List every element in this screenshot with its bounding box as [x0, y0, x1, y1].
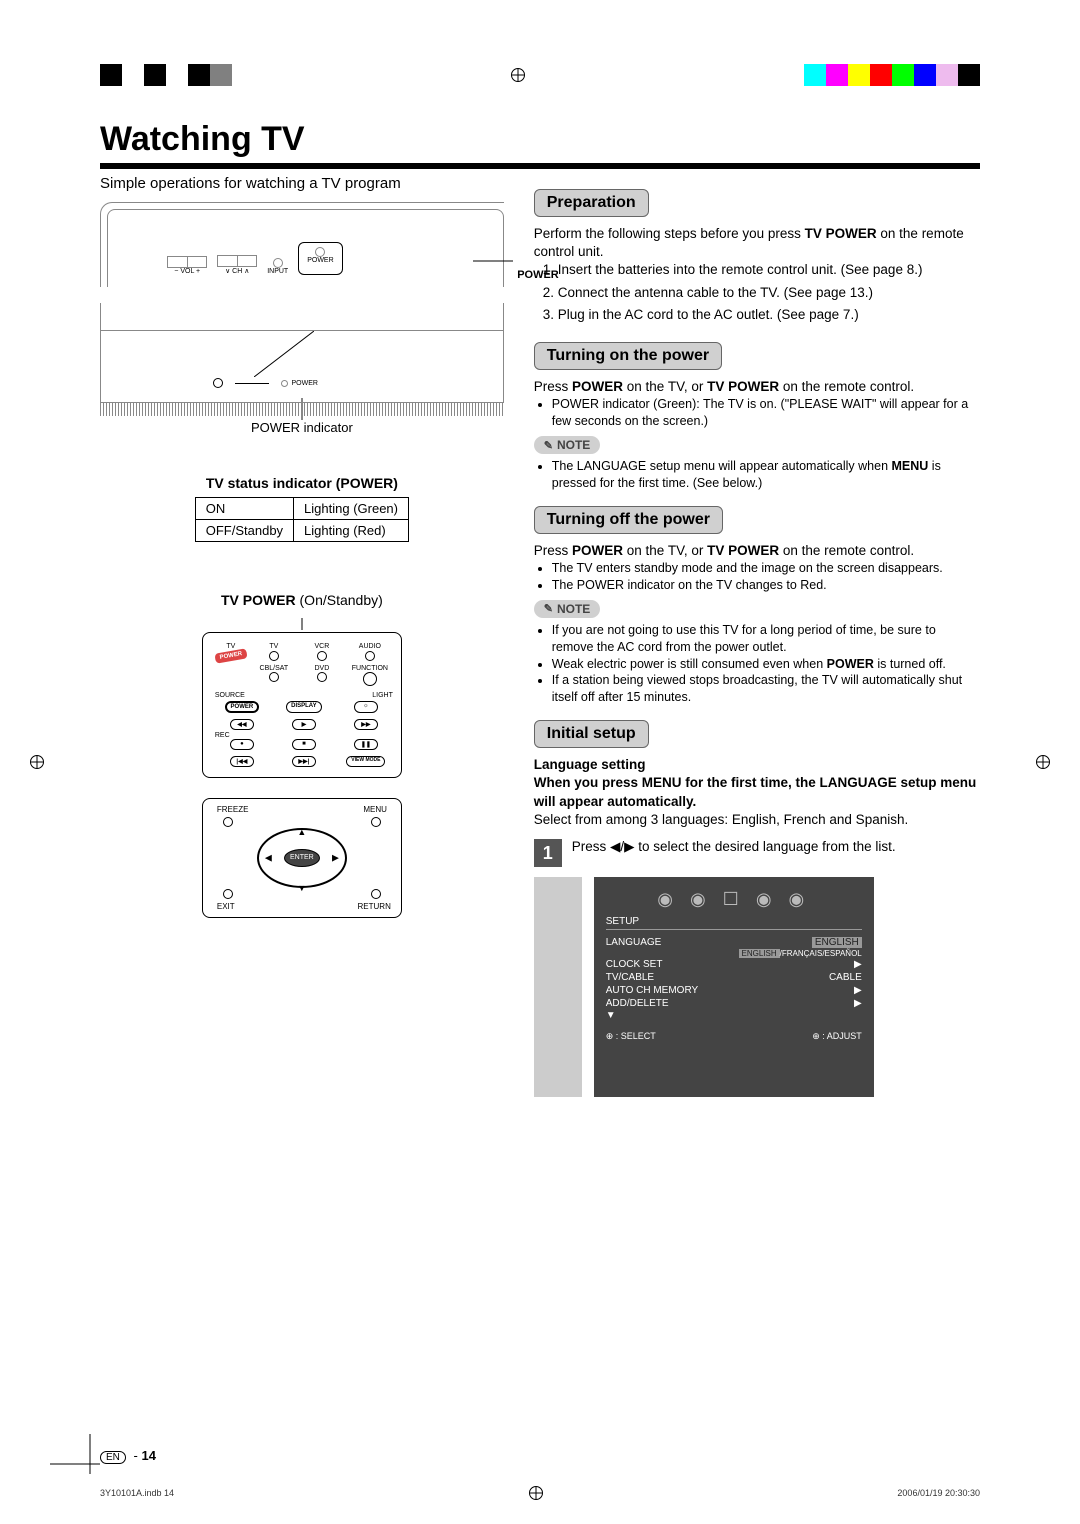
registration-mark-icon	[529, 1486, 543, 1500]
turn-on-bullets: POWER indicator (Green): The TV is on. (…	[534, 396, 980, 430]
remote-btn: ▶▶|	[292, 756, 316, 767]
remote-btn: VIEW MODE	[346, 756, 385, 767]
list-item: The LANGUAGE setup menu will appear auto…	[552, 458, 980, 492]
status-table: ONLighting (Green) OFF/StandbyLighting (…	[195, 497, 409, 542]
turn-off-text: Press POWER on the TV, or TV POWER on th…	[534, 542, 980, 560]
page-title: Watching TV	[100, 120, 980, 159]
osd-setup-menu: ◉ ◉ ☐ ◉ ◉ SETUP LANGUAGEENGLISH ENGLISH/…	[594, 877, 874, 1097]
print-color-bars	[100, 60, 980, 90]
step-text: Press ◀/▶ to select the desired language…	[572, 839, 980, 867]
ch-label: ∨ CH ∧	[225, 268, 249, 275]
initial-setup-desc: Select from among 3 languages: English, …	[534, 811, 980, 829]
power-label-small: POWER	[307, 257, 333, 264]
power-indicator-small-label: POWER	[291, 380, 317, 387]
intro-text: Simple operations for watching a TV prog…	[100, 175, 504, 192]
print-timestamp: 2006/01/19 20:30:30	[897, 1488, 980, 1498]
turn-off-heading: Turning off the power	[534, 506, 723, 534]
turn-off-notes: If you are not going to use this TV for …	[534, 622, 980, 706]
page-footer: EN - 14	[100, 1448, 980, 1464]
turn-on-text: Press POWER on the TV, or TV POWER on th…	[534, 378, 980, 396]
osd-lang-options: ENGLISH/FRANÇAIS/ESPAÑOL	[606, 949, 862, 958]
remote-btn: ❚❚	[354, 739, 378, 750]
note-label: NOTE	[534, 436, 601, 454]
power-callout: POWER	[517, 269, 559, 281]
preparation-steps: Insert the batteries into the remote con…	[534, 261, 980, 324]
list-item: The TV enters standby mode and the image…	[552, 560, 980, 577]
power-indicator-caption: POWER indicator	[100, 420, 504, 435]
list-item: If you are not going to use this TV for …	[552, 622, 980, 656]
remote-btn: ●	[230, 739, 254, 750]
colorbar-right	[782, 64, 980, 86]
print-file: 3Y10101A.indb 14	[100, 1488, 174, 1498]
list-item: The POWER indicator on the TV changes to…	[552, 577, 980, 594]
turn-off-bullets: The TV enters standby mode and the image…	[534, 560, 980, 594]
status-table-title: TV status indicator (POWER)	[100, 475, 504, 491]
tv-top-figure: − VOL + ∨ CH ∧ INPUT POWER POWER	[100, 202, 504, 287]
remote-btn: ☼	[354, 701, 378, 713]
preparation-heading: Preparation	[534, 189, 649, 217]
osd-icon-row: ◉ ◉ ☐ ◉ ◉	[606, 889, 862, 910]
remote-btn: ▶▶	[354, 719, 378, 730]
note-label: NOTE	[534, 600, 601, 618]
initial-setup-sub: Language setting When you press MENU for…	[534, 756, 980, 811]
remote-btn: |◀◀	[230, 756, 254, 767]
list-item: POWER indicator (Green): The TV is on. (…	[552, 396, 980, 430]
remote-btn: ▶	[292, 719, 316, 730]
list-item: If a station being viewed stops broadcas…	[552, 672, 980, 706]
remote-btn: ◀◀	[230, 719, 254, 730]
osd-adjust-hint: ⊕ : ADJUST	[812, 1031, 862, 1042]
initial-setup-heading: Initial setup	[534, 720, 649, 748]
remote-btn: DISPLAY	[286, 701, 321, 713]
indicator-leader-line	[254, 331, 314, 377]
table-row: OFF/StandbyLighting (Red)	[195, 520, 408, 542]
remote-btn: ■	[292, 739, 316, 750]
list-item: Weak electric power is still consumed ev…	[552, 656, 980, 673]
title-rule-thick	[100, 163, 980, 169]
tv-bottom-figure: POWER POWER indicator	[100, 303, 504, 435]
step-1: 1 Press ◀/▶ to select the desired langua…	[534, 839, 980, 867]
crop-mark-icon	[50, 1424, 110, 1484]
remote-btn: POWER	[225, 701, 260, 713]
registration-mark-icon	[30, 755, 44, 769]
remote-title: TV POWER (On/Standby)	[100, 592, 504, 608]
registration-mark-icon	[511, 68, 525, 82]
turn-on-note: The LANGUAGE setup menu will appear auto…	[534, 458, 980, 492]
list-item: Plug in the AC cord to the AC outlet. (S…	[558, 306, 980, 324]
step-number: 1	[534, 839, 562, 867]
list-item: Connect the antenna cable to the TV. (Se…	[558, 284, 980, 302]
print-info: 3Y10101A.indb 14 2006/01/19 20:30:30	[100, 1486, 980, 1500]
turn-on-heading: Turning on the power	[534, 342, 722, 370]
table-row: ONLighting (Green)	[195, 498, 408, 520]
preparation-intro: Perform the following steps before you p…	[534, 225, 980, 261]
vol-label: − VOL +	[174, 268, 200, 275]
power-leader-line	[473, 255, 513, 267]
osd-select-hint: ⊕ : SELECT	[606, 1031, 656, 1042]
registration-mark-icon	[1036, 755, 1050, 769]
input-label: INPUT	[267, 268, 288, 275]
remote-nav-figure: FREEZE MENU ENTER ▲ ▼ ◀ ▶ EXIT RETURN	[202, 798, 402, 918]
colorbar-left	[100, 64, 254, 86]
list-item: Insert the batteries into the remote con…	[558, 261, 980, 279]
osd-more-arrow: ▼	[606, 1010, 862, 1021]
remote-top-figure: TV POWER TV VCR AUDIO CBL/SAT DVD FUNCTI…	[202, 618, 402, 778]
osd-title: SETUP	[606, 916, 862, 930]
